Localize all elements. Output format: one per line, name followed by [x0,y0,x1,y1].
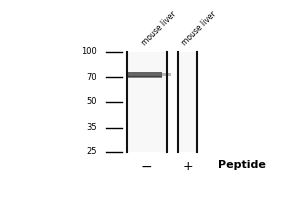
FancyBboxPatch shape [128,76,162,77]
FancyBboxPatch shape [127,52,166,152]
FancyBboxPatch shape [128,77,162,78]
Text: Peptide: Peptide [218,160,266,170]
Text: 70: 70 [86,73,97,82]
Text: 50: 50 [86,97,97,106]
Text: 25: 25 [86,147,97,156]
Text: mouse liver: mouse liver [140,9,178,47]
Text: 35: 35 [86,123,97,132]
FancyBboxPatch shape [128,77,162,78]
FancyBboxPatch shape [128,76,162,77]
Text: 100: 100 [81,47,97,56]
FancyBboxPatch shape [178,52,197,152]
Text: +: + [182,160,193,173]
Text: mouse liver: mouse liver [181,9,218,47]
FancyBboxPatch shape [128,77,162,78]
FancyBboxPatch shape [128,76,162,78]
FancyBboxPatch shape [128,72,162,77]
FancyBboxPatch shape [128,76,162,77]
Text: −: − [141,160,153,174]
FancyBboxPatch shape [162,73,171,76]
FancyBboxPatch shape [128,77,162,78]
